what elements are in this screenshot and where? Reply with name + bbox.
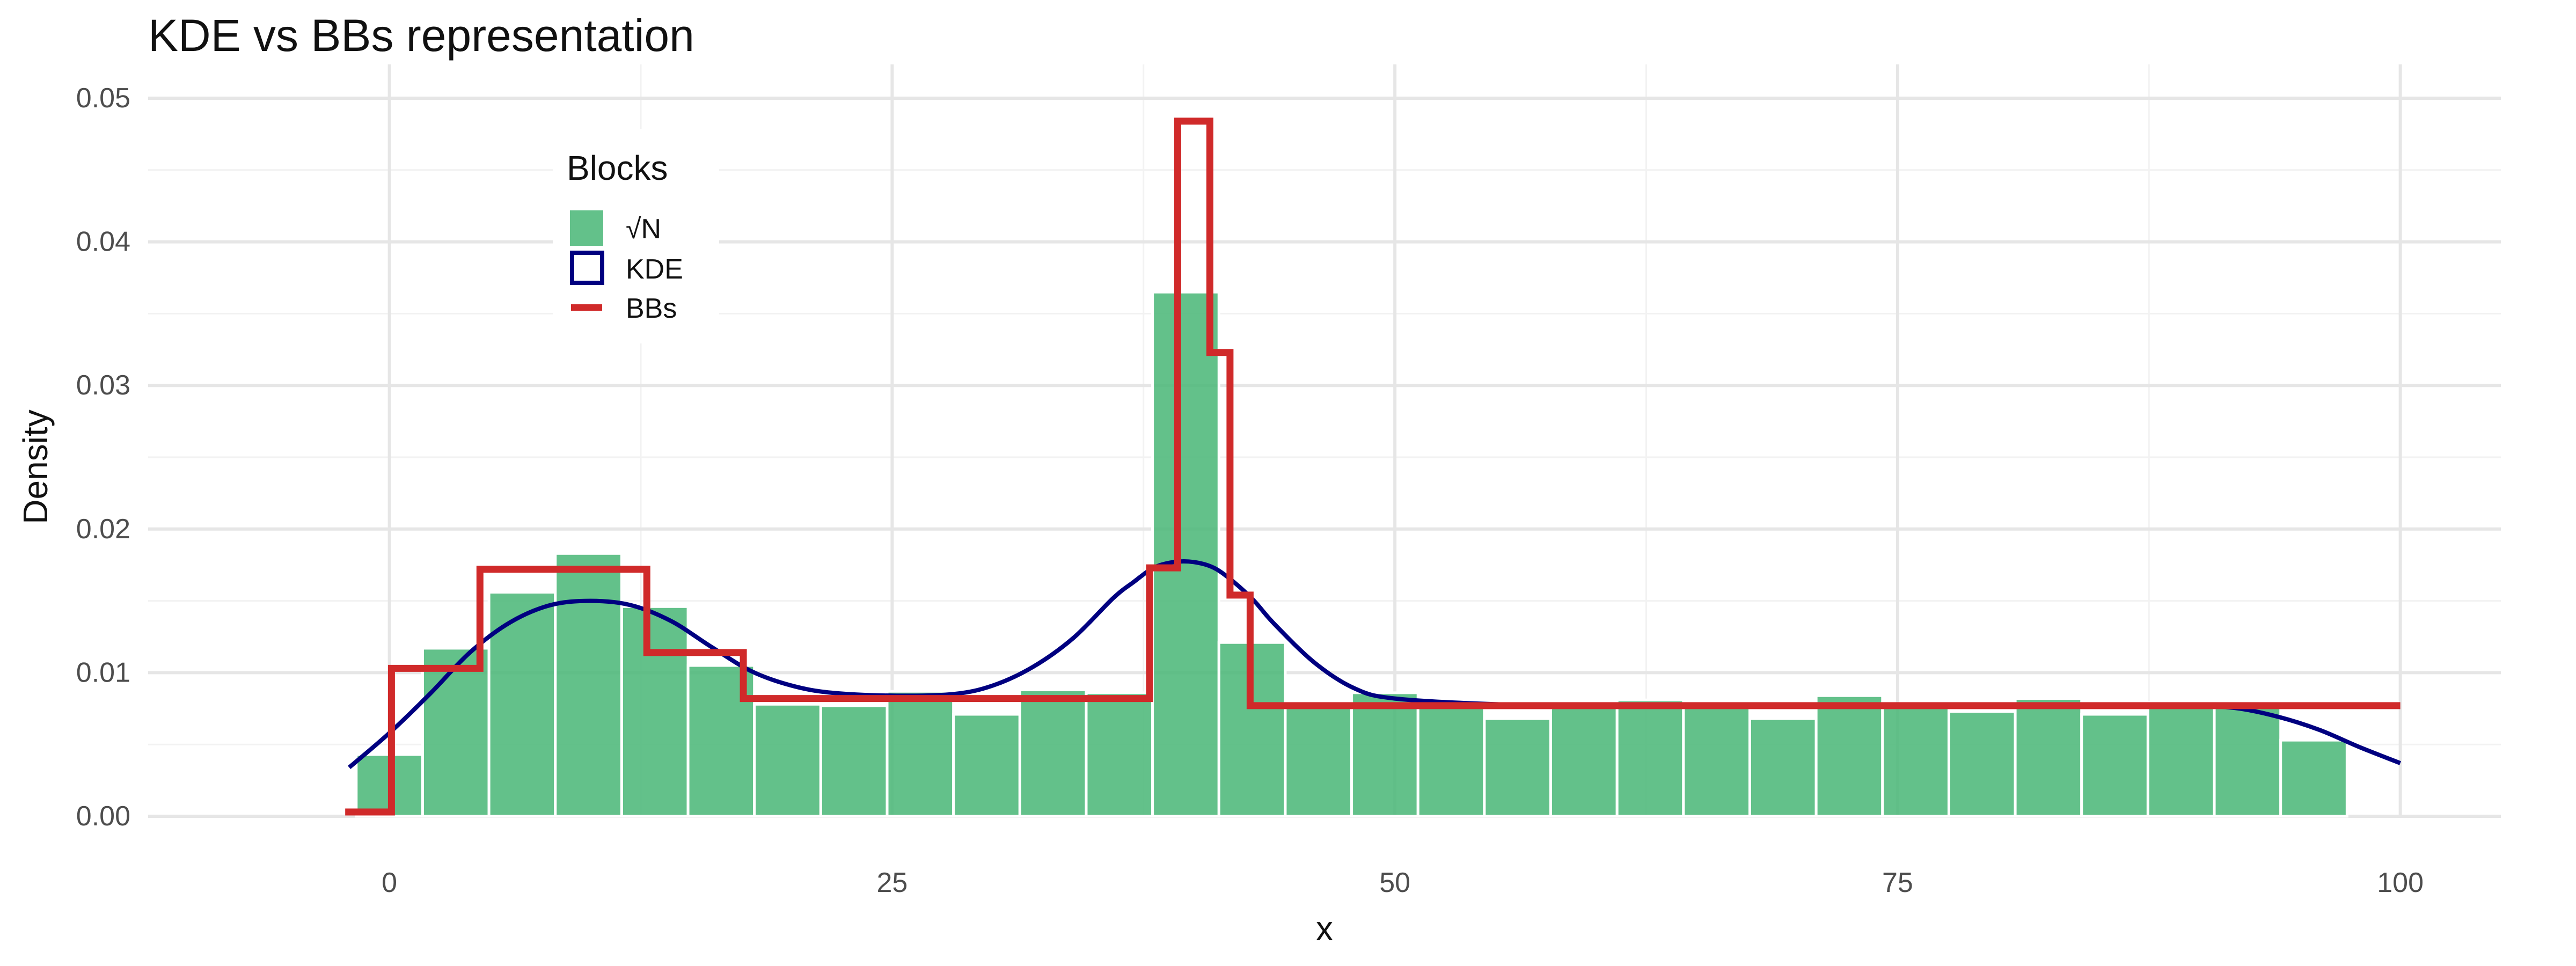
legend-title: Blocks [567,149,668,187]
legend-label: KDE [626,254,683,285]
histogram-bar [554,552,623,818]
histogram-bar [1881,704,1950,818]
histogram-bar [1416,702,1486,818]
bbs-step-line [345,118,2401,816]
histogram-bar [1748,717,1818,818]
histogram-bar [1350,691,1419,818]
histogram-bar [1682,704,1751,818]
x-tick-label: 0 [382,867,397,898]
histogram-bar [1483,717,1553,818]
histogram-bar [487,591,557,818]
legend-key-histogram [570,210,603,246]
legend: Blocks √N KDE BBs [553,129,719,343]
y-tick-label: 0.03 [76,370,130,401]
x-tick-label: 75 [1882,867,1913,898]
histogram-bar [753,702,822,818]
histogram-bar [421,647,491,818]
histogram-bar [620,605,690,818]
y-axis-title: Density [16,409,55,524]
histogram-bar [819,704,889,818]
histogram-bar [1814,694,1884,818]
y-tick-label: 0.05 [76,83,130,114]
histogram-bar [885,690,955,818]
axis-labels: 0.00 0.01 0.02 0.03 0.04 0.05 0 25 50 75 100 x Densi… [16,83,2424,948]
histogram-bar [2014,697,2083,818]
x-axis-title: x [1316,909,1333,948]
histogram-bar [2213,706,2282,818]
histogram-bar [1284,702,1353,818]
histogram-bar [1018,689,1088,818]
y-tick-label: 0.00 [76,801,130,832]
chart-title: KDE vs BBs representation [148,10,694,61]
histogram-bar [1085,691,1154,818]
histogram-bars [355,290,2348,818]
x-tick-label: 25 [876,867,908,898]
x-tick-label: 100 [2377,867,2424,898]
histogram-bar [1549,702,1619,818]
bbs-series [345,118,2401,816]
y-tick-label: 0.01 [76,657,130,688]
histogram-bar [2146,701,2216,818]
x-tick-label: 50 [1379,867,1410,898]
histogram-bar [1615,698,1685,818]
histogram-bar [1947,710,2017,818]
y-tick-label: 0.02 [76,514,130,545]
histogram-bar [952,713,1021,818]
histogram-bar [2279,738,2348,818]
legend-label: BBs [626,293,677,324]
histogram-bar [2080,713,2149,818]
y-tick-label: 0.04 [76,226,130,258]
legend-key-kde [570,251,604,285]
legend-label: √N [626,214,661,245]
histogram-bar [1151,290,1220,818]
